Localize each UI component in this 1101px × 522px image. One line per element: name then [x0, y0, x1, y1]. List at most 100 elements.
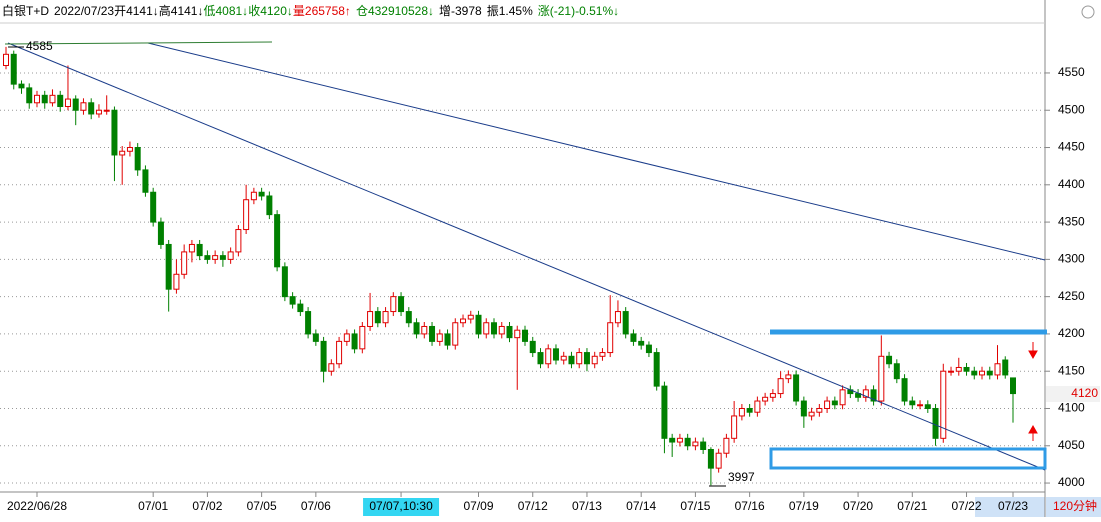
candle-body — [1010, 377, 1016, 395]
candle-body — [521, 329, 528, 342]
header-item: 仓432910528↓ — [356, 4, 434, 18]
candle-body — [630, 333, 637, 342]
x-tick-label: 07/02 — [192, 499, 222, 513]
y-tick-label: 4450 — [1058, 140, 1085, 154]
candle-body — [855, 393, 862, 398]
y-tick-label: 4050 — [1058, 438, 1085, 452]
candle-body — [328, 363, 335, 372]
candle-body — [33, 94, 40, 104]
candle-body — [700, 441, 707, 450]
candle-body — [731, 415, 738, 439]
candle-body — [862, 389, 869, 398]
header-item: 涨(-21)-0.51%↓ — [538, 3, 619, 18]
x-tick-label: 07/15 — [680, 499, 710, 513]
x-tick-label: 07/06 — [301, 499, 331, 513]
x-tick-label: 07/21 — [897, 499, 927, 513]
candle-body — [382, 311, 389, 324]
x-tick-label: 07/07,10:30 — [369, 499, 433, 513]
header-item: 振1.45% — [487, 4, 533, 18]
candle-body — [467, 314, 474, 320]
candle-body — [367, 311, 374, 327]
header-item: 低4081↓ — [203, 4, 248, 18]
header-item: 量265758↑ — [293, 4, 351, 18]
support-box — [769, 447, 1047, 470]
candle-body — [150, 191, 157, 223]
candle-body — [452, 322, 459, 346]
candle-body — [723, 437, 730, 454]
candle-body — [661, 385, 668, 439]
settings-icon[interactable] — [1081, 5, 1095, 19]
candle-body — [289, 296, 296, 305]
candle-body — [483, 322, 490, 335]
down-arrow — [1028, 342, 1038, 360]
candle-body — [676, 437, 683, 443]
candle-body — [785, 374, 792, 380]
candle-body — [413, 322, 420, 335]
candle-body — [274, 214, 281, 268]
candle-body — [243, 199, 250, 231]
header: 白银T+D 2022/07/23开4141↓高4141↓低4081↓收4120↓量… — [2, 3, 619, 18]
candle-body — [971, 370, 978, 376]
candle-body — [165, 243, 172, 290]
candle-body — [940, 370, 947, 439]
candle-body — [26, 87, 33, 104]
candle-body — [839, 389, 846, 406]
candle-body — [746, 407, 753, 413]
candle-body — [491, 322, 498, 335]
candle-body — [645, 344, 652, 354]
candle-body — [568, 355, 575, 365]
candle-body — [3, 53, 9, 67]
y-tick-label: 4250 — [1058, 289, 1085, 303]
candle-body — [994, 363, 1001, 376]
candle-body — [529, 340, 536, 354]
candle-body — [769, 393, 776, 398]
candle-body — [398, 296, 405, 313]
candle-body — [374, 311, 381, 324]
x-tick-label: 07/20 — [843, 499, 873, 513]
header-item: 增-3978 — [439, 4, 482, 18]
candle-body — [824, 400, 831, 409]
candle-body — [235, 229, 242, 253]
candle-body — [638, 340, 645, 346]
candle-body — [196, 243, 203, 257]
x-tick-label: 2022/06/28 — [7, 499, 67, 513]
candle-body — [49, 94, 56, 104]
candle-body — [506, 325, 513, 339]
y-tick-label: 4400 — [1058, 177, 1085, 191]
candle-body — [181, 251, 188, 275]
candle-body — [498, 325, 505, 335]
candle-body — [924, 404, 931, 409]
candle-body — [188, 243, 195, 253]
header-item: 收4120↓ — [248, 4, 293, 18]
x-tick-label: 07/09 — [463, 499, 493, 513]
candle-body — [560, 355, 567, 361]
y-tick-label: 4100 — [1058, 401, 1085, 415]
candle-body — [754, 400, 761, 413]
candle-body — [475, 314, 482, 335]
period[interactable]: 120分钟 — [1053, 498, 1097, 513]
candle-body — [576, 352, 583, 365]
candle-body — [738, 407, 745, 417]
candle-body — [103, 109, 110, 112]
candle-body — [212, 255, 219, 260]
candle-body — [893, 363, 900, 380]
trend-line — [7, 42, 1046, 471]
candle-body — [909, 400, 916, 406]
candle-body — [343, 333, 350, 342]
candle-body — [204, 255, 211, 260]
candle-body — [390, 296, 397, 313]
header-item: 2022/07/23 — [54, 4, 114, 18]
candle-body — [514, 329, 521, 339]
y-tick-label: 4150 — [1058, 363, 1085, 377]
candle-body — [669, 437, 676, 443]
candle-body — [692, 441, 699, 447]
candle-body — [405, 311, 412, 324]
x-tick-label: 07/12 — [518, 499, 548, 513]
y-tick-label: 4300 — [1058, 252, 1085, 266]
candle-body — [793, 374, 800, 402]
candle-body — [134, 147, 141, 171]
candle-body — [955, 366, 962, 372]
y-tick-label: 4350 — [1058, 214, 1085, 228]
candle-body — [552, 348, 559, 361]
